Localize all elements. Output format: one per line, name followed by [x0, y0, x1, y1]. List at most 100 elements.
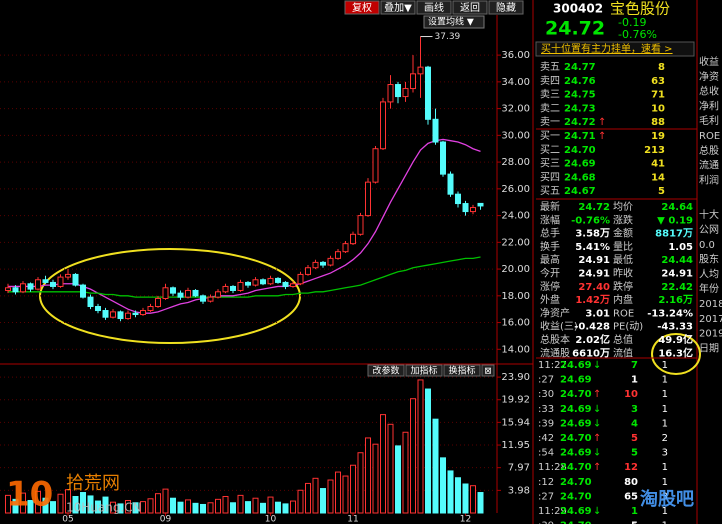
candle-body: [432, 118, 439, 143]
volume-bar: [72, 496, 79, 514]
x-tick-label: 09: [160, 515, 172, 524]
book-volume: 41: [651, 159, 665, 170]
volume-bar: [230, 502, 236, 514]
moving-average-line: [8, 138, 481, 314]
side-label: 净资: [699, 70, 719, 83]
volume-bar: [20, 492, 26, 514]
candle-body: [305, 267, 311, 275]
stat-label: 量比: [613, 241, 633, 253]
candle-body: [117, 311, 124, 320]
candle-body: [237, 281, 244, 291]
book-label: 买三: [540, 158, 560, 170]
stat-value: 3.58万: [575, 228, 610, 240]
toolbar-button-label[interactable]: 返回: [460, 2, 480, 14]
volume-button[interactable]: [443, 364, 481, 377]
trade-time: 11:27: [538, 360, 567, 371]
toolbar-button[interactable]: [488, 0, 524, 15]
volume-button[interactable]: [481, 364, 495, 377]
candle-body: [155, 297, 161, 308]
book-volume: 71: [651, 90, 665, 101]
candle-body: [312, 261, 319, 269]
toolbar-button-label[interactable]: 叠加▼: [384, 2, 412, 14]
stat-value: 2.16万: [658, 294, 693, 306]
volume-button-label[interactable]: ⊠: [484, 367, 492, 377]
candle-body: [20, 283, 26, 293]
ma-setting[interactable]: [423, 15, 485, 29]
side-label: 流通: [699, 159, 719, 172]
trade-count: 1: [662, 389, 668, 400]
trade-count: 3: [662, 448, 668, 459]
volume-bar: [215, 498, 221, 514]
candle-body: [42, 279, 49, 283]
trade-price: 24.70: [560, 521, 592, 524]
book-volume: 10: [651, 103, 665, 114]
toolbar-button[interactable]: [416, 0, 452, 15]
trade-price: 24.70: [560, 389, 592, 400]
book-label: 买四: [540, 171, 560, 183]
toolbar-button[interactable]: [452, 0, 488, 15]
volume-button-label[interactable]: 加指标: [410, 365, 437, 377]
watermark: 拾荒网: [66, 473, 120, 494]
y-tick-label: 26.00: [501, 184, 530, 195]
volume-button[interactable]: [405, 364, 443, 377]
toolbar-button-label[interactable]: 隐藏: [496, 2, 516, 14]
volume-button-label[interactable]: 换指标: [448, 365, 475, 377]
trade-time: :39: [538, 521, 554, 524]
volume-bar: [312, 477, 319, 514]
trade-volume: 3: [631, 404, 638, 415]
stat-value: 49.9亿: [658, 333, 693, 346]
promo-box[interactable]: [535, 41, 695, 57]
y-tick-label: 18.00: [501, 291, 530, 302]
book-price: 24.67: [564, 186, 596, 197]
trade-count: 1: [662, 404, 668, 415]
volume-bar: [417, 379, 424, 514]
stat-value: 8817万: [655, 228, 693, 240]
trade-volume: 5: [631, 448, 638, 459]
volume-bar: [170, 497, 176, 514]
stat-label: 流通股: [540, 346, 570, 359]
ma-setting-label[interactable]: 设置均线 ▼: [428, 16, 474, 28]
candle-body: [290, 283, 296, 287]
candle-body: [455, 193, 461, 205]
candle-body: [215, 291, 221, 298]
volume-bar: [102, 496, 109, 514]
stat-label: 净资产: [540, 306, 570, 319]
toolbar-button-label[interactable]: 画线: [424, 1, 444, 14]
toolbar-button-label[interactable]: 复权: [352, 1, 372, 14]
candle-body: [425, 66, 431, 120]
candle-body: [387, 84, 394, 103]
volume-bar: [140, 501, 146, 514]
volume-bar: [245, 501, 251, 514]
candle-body: [267, 277, 274, 285]
candle-body: [162, 287, 169, 299]
volume-bar: [147, 498, 154, 514]
trade-arrow: ↓: [593, 448, 601, 459]
volume-button-label[interactable]: 改参数: [372, 365, 399, 377]
promo-link[interactable]: 买十位置有主力挂单，速看 >: [541, 42, 673, 55]
stat-value: 16.3亿: [658, 346, 693, 359]
trade-arrow: ↑: [593, 389, 601, 400]
volume-button[interactable]: [367, 364, 405, 377]
stat-value: 1.05: [668, 242, 693, 253]
trade-time: :39: [538, 418, 554, 429]
stat-label: 内盘: [613, 293, 633, 306]
side-label: 日期: [699, 342, 719, 354]
toolbar-button[interactable]: [380, 0, 416, 15]
volume-bar: [222, 496, 229, 514]
candle-body: [477, 202, 484, 207]
stat-value: 24.91: [578, 255, 610, 266]
stat-value: 27.40: [578, 282, 610, 293]
toolbar-button[interactable]: [344, 0, 380, 15]
stat-value: 1.42万: [575, 294, 610, 306]
candle-body: [440, 141, 446, 175]
trade-time: :30: [538, 389, 554, 400]
side-label: 人均: [699, 268, 719, 280]
volume-bar: [432, 418, 439, 514]
candle-body: [102, 310, 109, 318]
y-tick-label: 20.00: [501, 264, 530, 275]
volume-bar: [57, 493, 64, 514]
book-label: 买一: [540, 130, 560, 142]
book-volume: 63: [651, 76, 665, 87]
